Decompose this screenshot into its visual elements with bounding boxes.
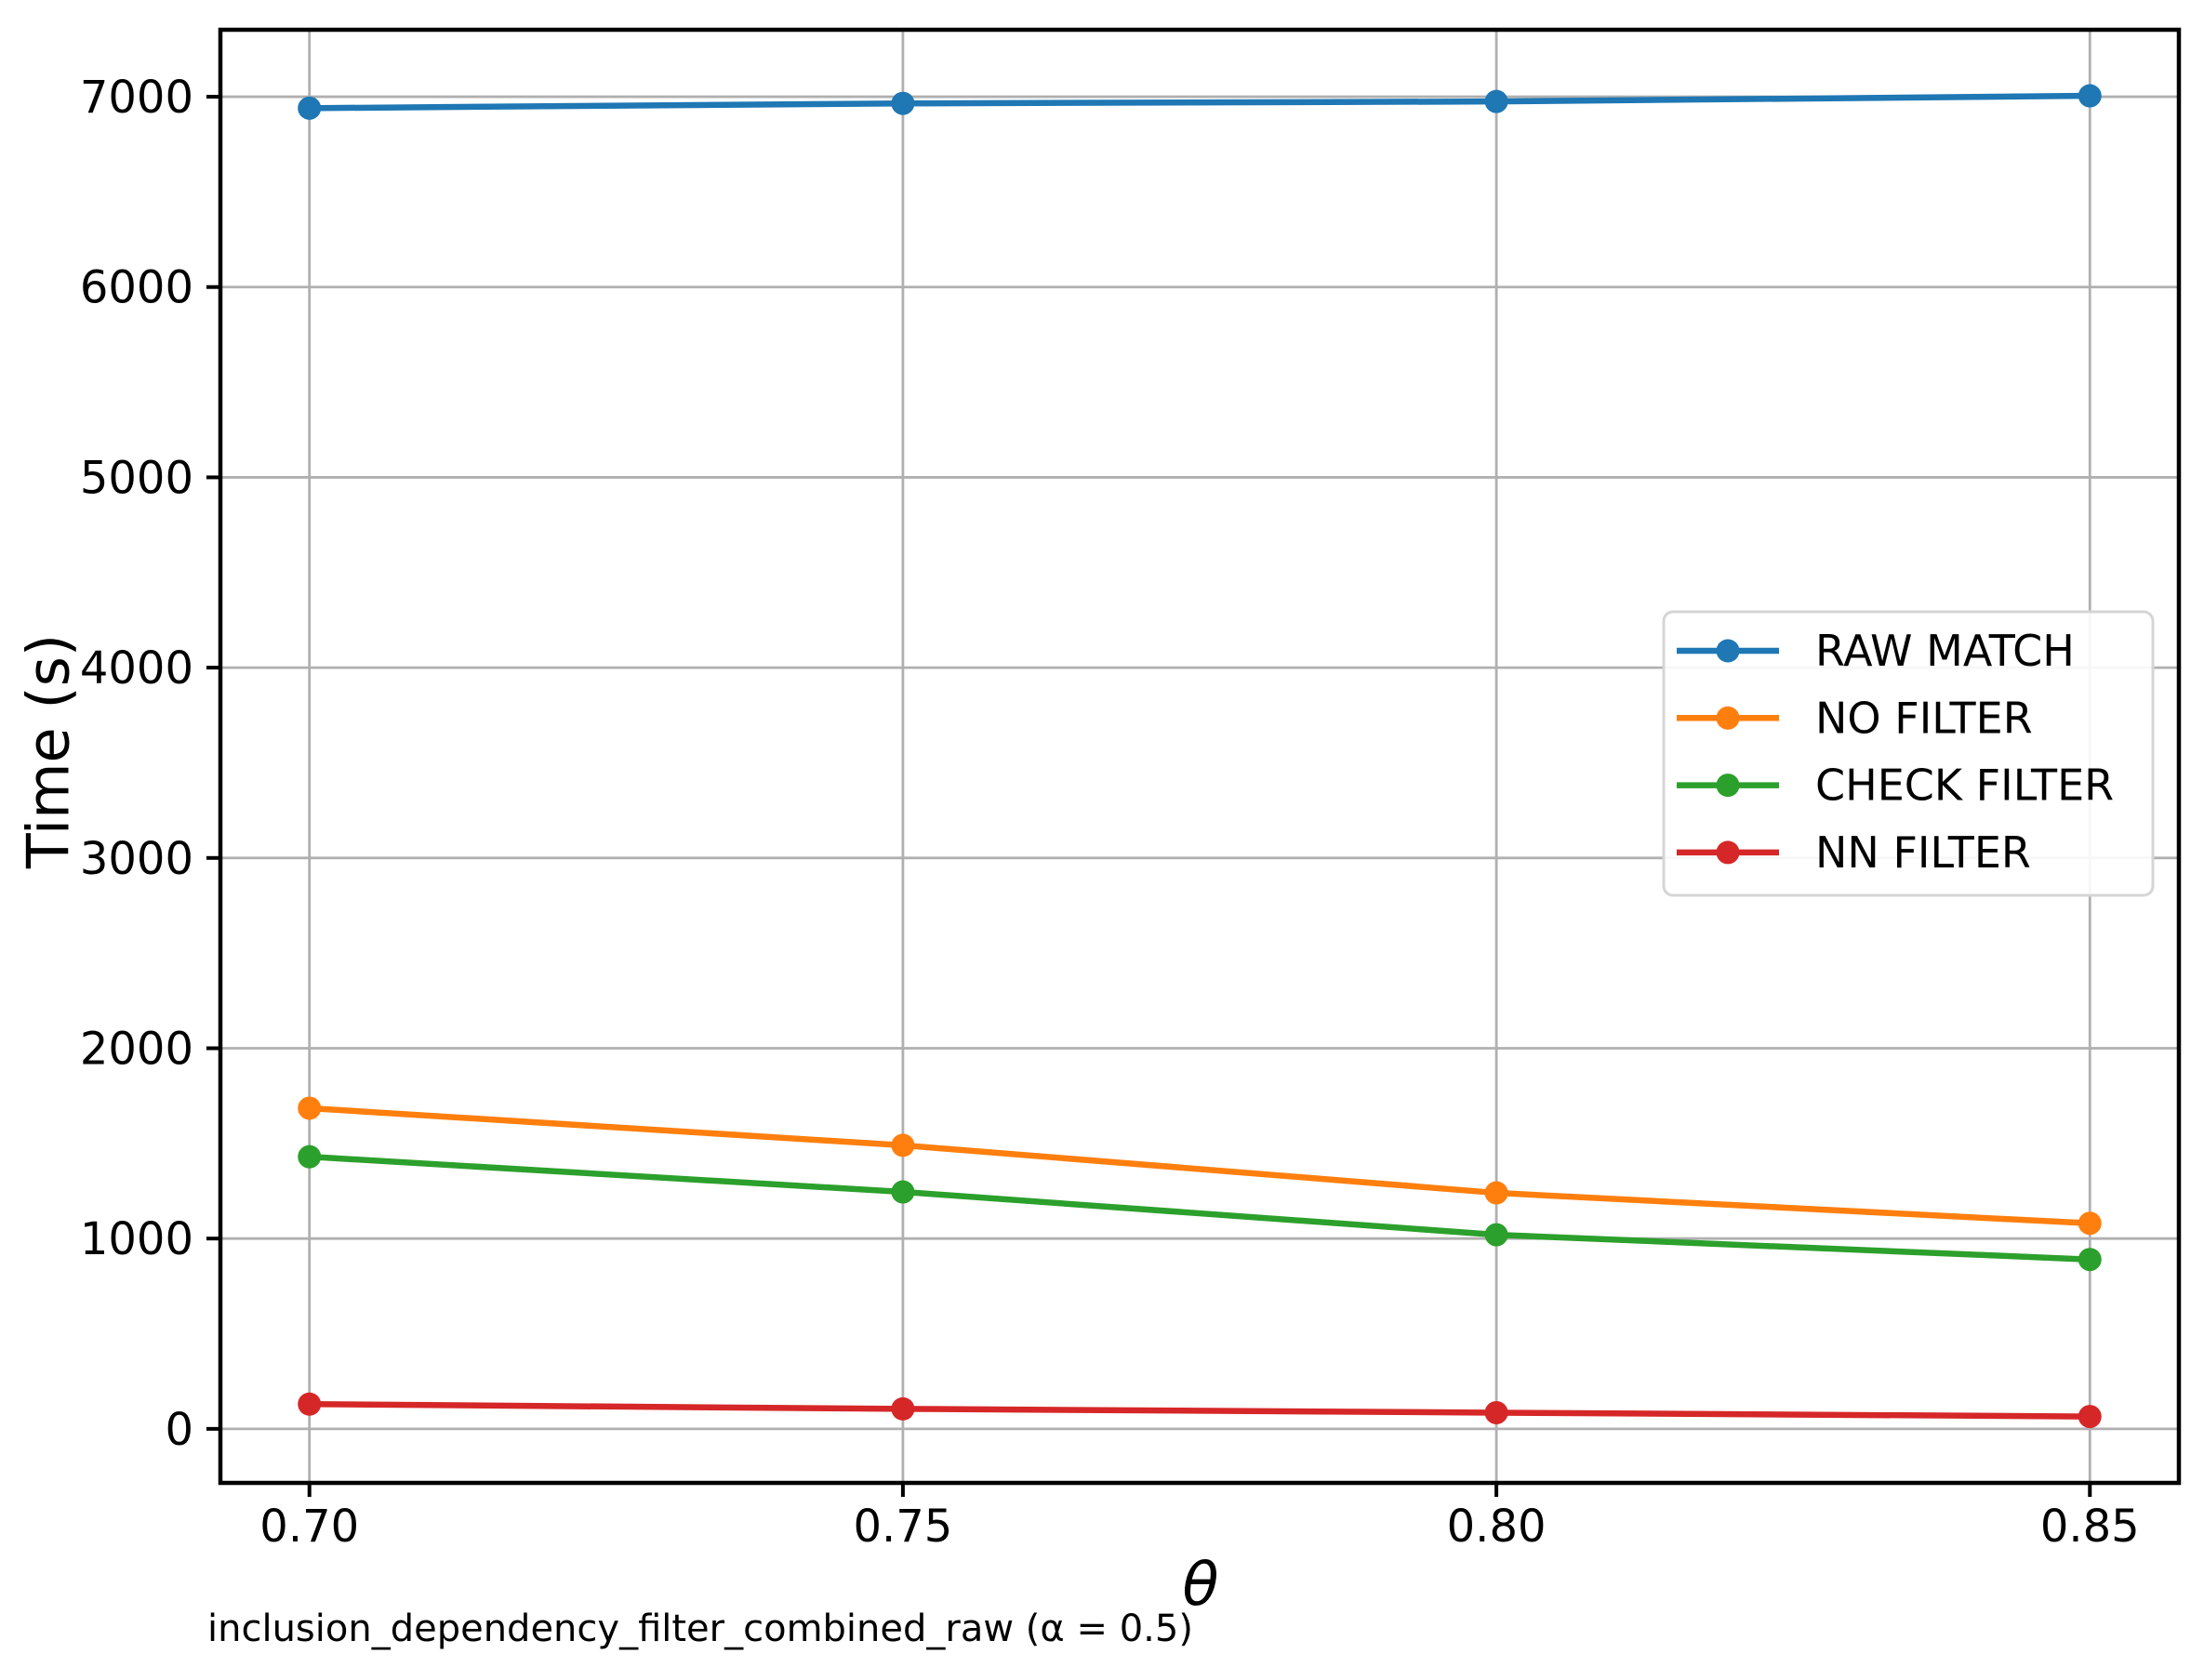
legend-item-nn-filter: NN FILTER [1677, 827, 2031, 878]
x-axis-title: θ [1182, 1551, 1219, 1620]
x-tick-label: 0.80 [1447, 1501, 1547, 1553]
legend-marker [1716, 774, 1740, 798]
legend-item-no-filter: NO FILTER [1677, 693, 2033, 743]
legend-label: NO FILTER [1815, 693, 2033, 743]
legend: RAW MATCH NO FILTER CHECK FILTER NN FILTER [1662, 610, 2155, 897]
series-marker-no-filter [891, 1133, 915, 1157]
legend-box [1662, 610, 2155, 897]
series-marker-raw-match [891, 91, 915, 115]
series-line-no-filter [306, 1105, 2093, 1227]
series-marker-check-filter [298, 1144, 322, 1169]
y-tick-label: 1000 [80, 1213, 193, 1265]
legend-label: NN FILTER [1815, 827, 2031, 878]
y-tick-label: 5000 [80, 452, 193, 504]
series-marker-nn-filter [298, 1392, 322, 1416]
x-tick-label: 0.85 [2040, 1501, 2140, 1553]
legend-label: RAW MATCH [1815, 626, 2075, 676]
legend-item-check-filter: CHECK FILTER [1677, 761, 2114, 811]
series-marker-raw-match [2078, 84, 2102, 108]
series-marker-raw-match [1484, 89, 1508, 113]
y-tick-label: 0 [165, 1404, 193, 1456]
legend-item-raw-match: RAW MATCH [1677, 626, 2075, 676]
series-marker-no-filter [1484, 1181, 1508, 1205]
legend-marker [1716, 706, 1740, 730]
series-marker-check-filter [891, 1180, 915, 1204]
series-marker-nn-filter [1484, 1400, 1508, 1424]
series-line-nn-filter [306, 1401, 2093, 1420]
legend-marker [1716, 840, 1740, 865]
series-marker-nn-filter [2078, 1405, 2102, 1429]
series-marker-no-filter [2078, 1211, 2102, 1236]
figure-caption: inclusion_dependency_filter_combined_raw… [207, 1607, 1193, 1650]
y-tick-label: 3000 [80, 833, 193, 885]
legend-label: CHECK FILTER [1815, 761, 2114, 811]
series-marker-nn-filter [891, 1396, 915, 1421]
y-tick-label: 7000 [80, 72, 193, 124]
series-line-check-filter [306, 1153, 2093, 1263]
x-tick-label: 0.70 [259, 1501, 359, 1553]
x-tick-label: 0.75 [853, 1501, 952, 1553]
plot-frame [218, 27, 2182, 1486]
y-axis-title: Time (s) [14, 633, 83, 869]
series-marker-raw-match [298, 96, 322, 120]
series-marker-no-filter [298, 1096, 322, 1120]
series-marker-check-filter [2078, 1248, 2102, 1272]
y-tick-label: 2000 [80, 1023, 193, 1075]
y-tick-label: 6000 [80, 262, 193, 314]
series-line-raw-match [306, 92, 2093, 112]
y-tick-label: 4000 [80, 642, 193, 694]
legend-marker [1716, 639, 1740, 663]
series-marker-check-filter [1484, 1223, 1508, 1247]
